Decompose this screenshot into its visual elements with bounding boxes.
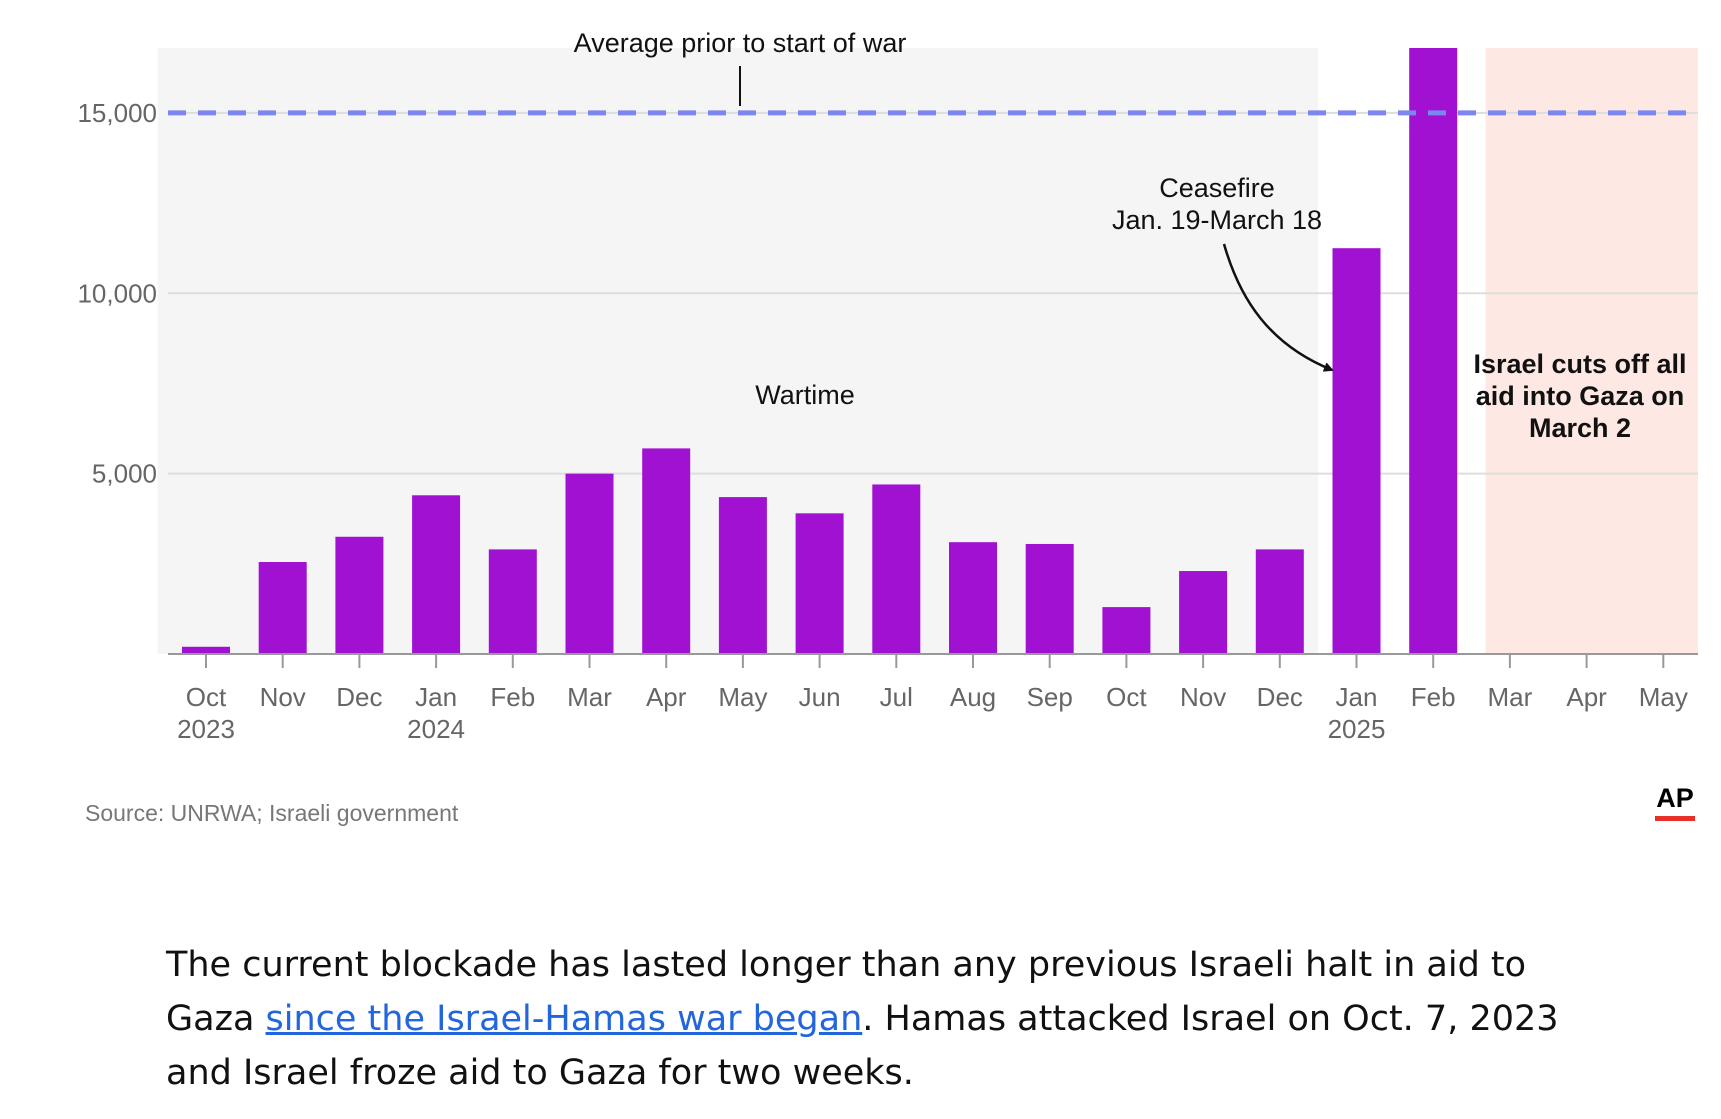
x-tick-label: Jun bbox=[799, 682, 841, 712]
region-blockade bbox=[1485, 48, 1698, 654]
reference-line-label: Average prior to start of war bbox=[574, 28, 907, 58]
x-tick-label: Feb bbox=[490, 682, 535, 712]
x-tick-label: Mar bbox=[567, 682, 612, 712]
bar bbox=[258, 562, 307, 654]
bar bbox=[1025, 543, 1074, 654]
x-tick-label: Nov bbox=[1180, 682, 1226, 712]
bar bbox=[412, 495, 461, 654]
x-tick-label: 2025 bbox=[1328, 714, 1386, 744]
bar bbox=[1102, 607, 1151, 654]
bar bbox=[488, 549, 537, 654]
x-tick-label: May bbox=[1639, 682, 1688, 712]
bar bbox=[872, 484, 921, 654]
x-tick-label: Jul bbox=[880, 682, 913, 712]
paragraph-text-before: The current blockade has lasted longer t… bbox=[166, 945, 1527, 1039]
paragraph-text-after: . Hamas attacked Israel on Oct. 7, 2023 … bbox=[166, 999, 1559, 1093]
x-tick-label: Jan bbox=[415, 682, 457, 712]
wartime-label: Wartime bbox=[755, 380, 855, 410]
ceasefire-label: Jan. 19-March 18 bbox=[1112, 205, 1322, 235]
x-tick-label: 2024 bbox=[407, 714, 465, 744]
x-tick-label: Feb bbox=[1411, 682, 1456, 712]
bar bbox=[795, 513, 844, 654]
war-began-link[interactable]: since the Israel-Hamas war began bbox=[265, 999, 863, 1039]
bar bbox=[642, 448, 691, 654]
x-tick-label: Dec bbox=[1257, 682, 1303, 712]
bar bbox=[718, 497, 767, 654]
bar bbox=[1332, 248, 1381, 655]
y-tick-label: 5,000 bbox=[92, 459, 157, 489]
x-tick-label: 2023 bbox=[177, 714, 235, 744]
blockade-label: Israel cuts off all bbox=[1473, 349, 1686, 379]
bar bbox=[1409, 48, 1458, 654]
x-tick-label: Apr bbox=[1566, 682, 1607, 712]
ceasefire-arrow bbox=[1222, 243, 1334, 372]
bar-chart: 5,000 10,000 15,000 Average prior to start … bbox=[77, 28, 1698, 744]
x-tick-label: Sep bbox=[1027, 682, 1073, 712]
y-tick-label: 10,000 bbox=[77, 278, 157, 308]
blockade-label: March 2 bbox=[1529, 413, 1631, 443]
bar bbox=[949, 542, 997, 654]
source-note: Source: UNRWA; Israeli government bbox=[85, 800, 459, 826]
x-tick-label: Dec bbox=[336, 682, 382, 712]
bar bbox=[335, 536, 384, 654]
x-tick-label: Mar bbox=[1488, 682, 1533, 712]
bar bbox=[182, 646, 230, 654]
article-paragraph: The current blockade has lasted longer t… bbox=[166, 938, 1586, 1100]
blockade-label: aid into Gaza on bbox=[1476, 381, 1685, 411]
x-tick-label: May bbox=[718, 682, 767, 712]
x-tick-label: Jan bbox=[1336, 682, 1378, 712]
bar bbox=[1179, 571, 1228, 654]
x-tick-label: Oct bbox=[186, 682, 227, 712]
x-tick-label: Aug bbox=[950, 682, 996, 712]
bar bbox=[1255, 549, 1304, 654]
x-tick-label: Apr bbox=[646, 682, 687, 712]
ceasefire-label: Ceasefire bbox=[1159, 173, 1275, 203]
bar bbox=[565, 473, 614, 654]
x-tick-label: Oct bbox=[1106, 682, 1147, 712]
x-tick-label: Nov bbox=[260, 682, 306, 712]
ap-logo: AP bbox=[1655, 782, 1695, 821]
y-tick-label: 15,000 bbox=[77, 98, 157, 128]
